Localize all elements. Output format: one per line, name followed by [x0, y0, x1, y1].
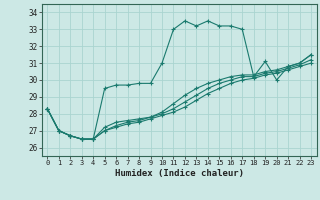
X-axis label: Humidex (Indice chaleur): Humidex (Indice chaleur) — [115, 169, 244, 178]
